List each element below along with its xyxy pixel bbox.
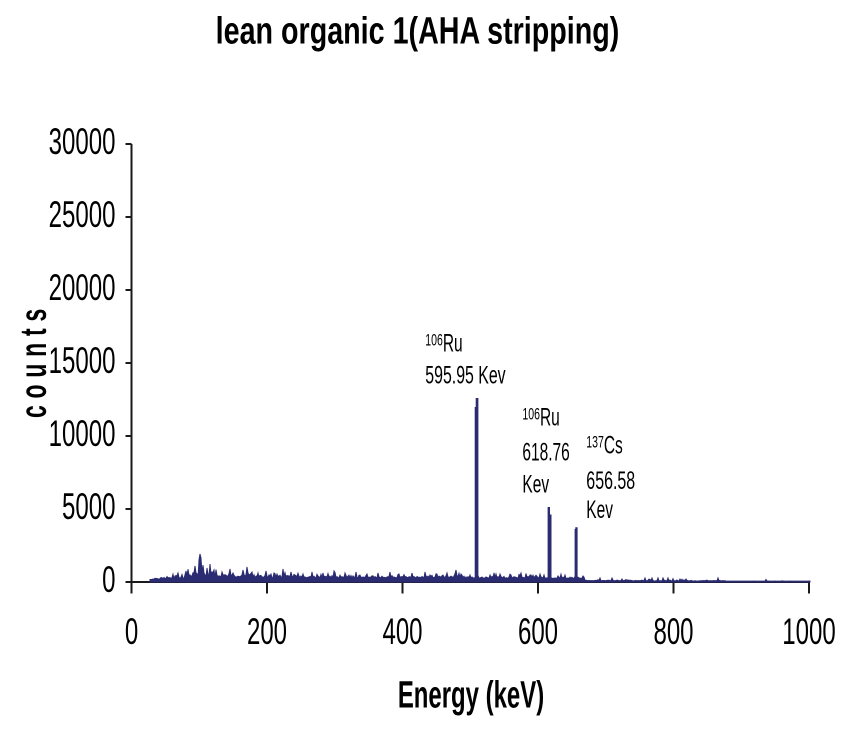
svg-text:200: 200 — [247, 611, 287, 653]
svg-text:0: 0 — [125, 611, 138, 653]
svg-text:618.76: 618.76 — [522, 439, 569, 467]
svg-text:656.58: 656.58 — [586, 467, 635, 494]
svg-text:5000: 5000 — [62, 486, 115, 528]
svg-text:800: 800 — [653, 611, 693, 653]
svg-text:15000: 15000 — [49, 340, 116, 382]
svg-text:20000: 20000 — [49, 267, 116, 309]
svg-text:30000: 30000 — [49, 121, 116, 163]
svg-text:Kev: Kev — [586, 496, 613, 524]
svg-text:106Ru: 106Ru — [522, 404, 559, 432]
svg-text:137Cs: 137Cs — [586, 432, 623, 460]
svg-text:Energy (keV): Energy (keV) — [398, 673, 544, 716]
svg-text:25000: 25000 — [49, 194, 116, 236]
svg-text:1000: 1000 — [782, 611, 835, 653]
svg-text:lean organic 1(AHA stripping): lean organic 1(AHA stripping) — [216, 11, 620, 53]
svg-text:106Ru: 106Ru — [425, 330, 462, 358]
svg-text:0: 0 — [102, 559, 115, 601]
svg-text:10000: 10000 — [49, 413, 116, 455]
svg-text:595.95 Kev: 595.95 Kev — [425, 362, 506, 389]
svg-text:400: 400 — [382, 611, 422, 653]
svg-text:600: 600 — [518, 611, 558, 653]
svg-text:counts: counts — [12, 302, 54, 418]
svg-text:Kev: Kev — [522, 471, 549, 499]
